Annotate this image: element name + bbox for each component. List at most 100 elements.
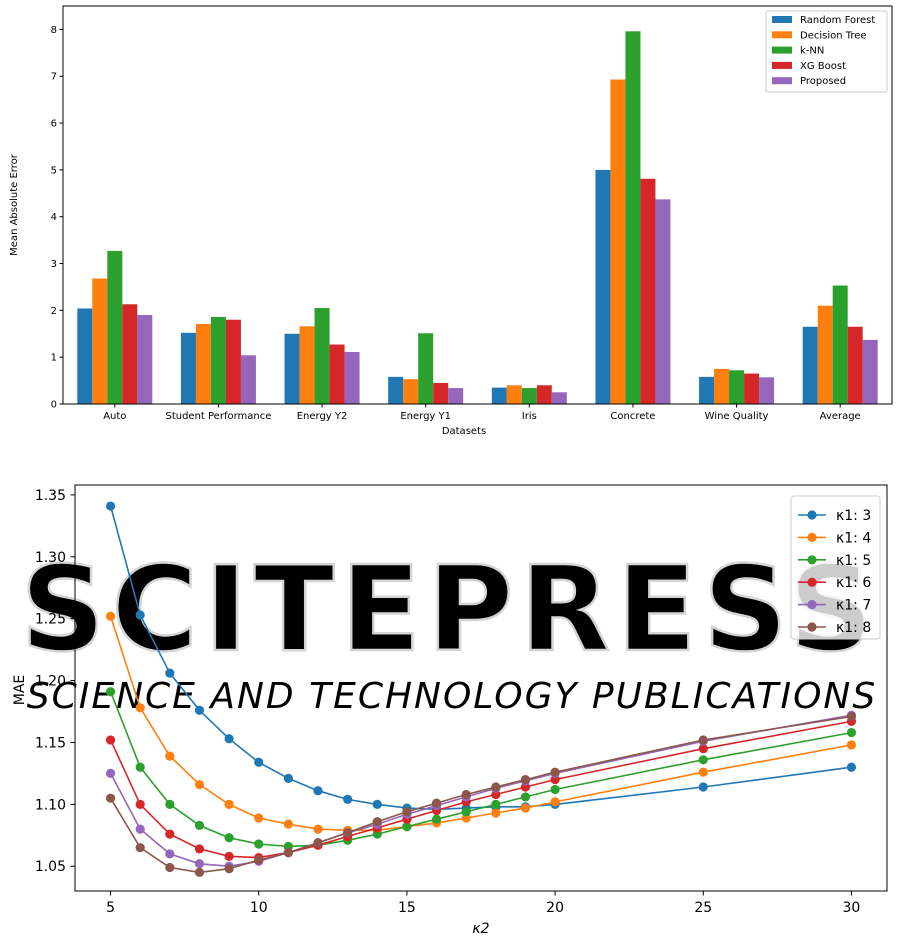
series-point-0-3 bbox=[194, 705, 205, 715]
series-point-5-13 bbox=[491, 782, 501, 792]
series-point-2-17 bbox=[846, 727, 857, 738]
series-point-0-1 bbox=[135, 610, 145, 620]
bar-xg-boost-5 bbox=[640, 178, 656, 404]
x-tick-label: 10 bbox=[250, 900, 268, 916]
legend-marker bbox=[807, 510, 817, 520]
series-point-1-15 bbox=[550, 797, 560, 807]
series-point-1-16 bbox=[698, 767, 708, 777]
watermark-subtitle: SCIENCE AND TECHNOLOGY PUBLICATIONS bbox=[27, 676, 877, 717]
x-tick-label: 20 bbox=[546, 900, 564, 916]
y-tick-label: 6 bbox=[51, 119, 57, 130]
legend-label: κ1: 3 bbox=[836, 508, 871, 524]
line-chart-x-ticks: 5 10 15 20 25 30 bbox=[106, 891, 860, 916]
legend-swatch bbox=[772, 16, 792, 23]
series-point-2-3 bbox=[194, 820, 205, 830]
bar-k-nn-6 bbox=[729, 370, 745, 404]
x-tick-label: Student Performance bbox=[165, 411, 271, 422]
line-chart-series bbox=[105, 501, 857, 878]
series-point-5-0 bbox=[105, 793, 116, 803]
series-point-1-5 bbox=[254, 813, 264, 823]
y-tick-label: 3 bbox=[51, 259, 57, 270]
bar-xg-boost-4 bbox=[536, 385, 552, 404]
series-point-2-12 bbox=[461, 807, 471, 817]
bar-proposed-0 bbox=[137, 315, 153, 404]
series-line-1 bbox=[109, 615, 852, 832]
x-tick-label: Average bbox=[820, 411, 861, 422]
bar-k-nn-3 bbox=[418, 333, 434, 404]
bar-proposed-4 bbox=[551, 392, 567, 404]
x-tick-label: Concrete bbox=[610, 411, 655, 422]
bar-random-forest-7 bbox=[802, 326, 818, 404]
y-tick-label: 1.05 bbox=[35, 859, 66, 875]
series-point-2-14 bbox=[520, 792, 531, 802]
legend-label: κ1: 5 bbox=[836, 553, 871, 569]
series-point-1-1 bbox=[135, 703, 145, 713]
bar-random-forest-1 bbox=[180, 332, 196, 404]
legend-label: κ1: 8 bbox=[836, 620, 871, 636]
bar-proposed-5 bbox=[655, 199, 671, 404]
series-point-4-0 bbox=[105, 768, 116, 779]
y-tick-label: 1.15 bbox=[35, 735, 66, 751]
legend-marker bbox=[807, 555, 817, 565]
y-tick-label: 1.10 bbox=[35, 797, 66, 813]
y-tick-label: 1.20 bbox=[35, 674, 66, 690]
series-point-1-14 bbox=[520, 803, 531, 813]
legend-label: Decision Tree bbox=[800, 30, 867, 41]
series-point-5-10 bbox=[402, 807, 412, 817]
series-point-2-5 bbox=[254, 839, 264, 849]
y-tick-label: 1.35 bbox=[35, 488, 66, 504]
bar-proposed-3 bbox=[448, 388, 464, 404]
bar-random-forest-5 bbox=[595, 169, 611, 404]
series-point-5-3 bbox=[194, 867, 205, 878]
legend-marker bbox=[807, 532, 817, 543]
line-chart-frame bbox=[74, 484, 888, 892]
bar-xg-boost-7 bbox=[847, 326, 863, 404]
line-chart-x-axis-label-text: κ2 bbox=[472, 921, 489, 937]
legend-swatch bbox=[772, 46, 792, 54]
legend-label: k-NN bbox=[800, 46, 824, 57]
bar-k-nn-2 bbox=[314, 308, 330, 404]
bar-xg-boost-3 bbox=[433, 382, 449, 404]
line-chart-x-axis-label: κ2 bbox=[472, 921, 489, 937]
series-point-1-3 bbox=[194, 779, 205, 790]
bar-chart-y-axis-label: Mean Absolute Error bbox=[9, 153, 20, 256]
bar-chart-x-ticks: Auto Student Performance Energy Y2 Energy Y… bbox=[103, 404, 861, 422]
series-point-4-2 bbox=[165, 849, 175, 859]
series-point-1-2 bbox=[165, 751, 175, 761]
series-point-0-8 bbox=[343, 794, 353, 805]
bar-random-forest-2 bbox=[284, 333, 300, 404]
bar-k-nn-5 bbox=[625, 31, 641, 405]
series-point-4-1 bbox=[135, 824, 145, 834]
x-tick-label: Wine Quality bbox=[705, 411, 769, 422]
x-tick-label: 15 bbox=[398, 900, 416, 916]
series-point-2-2 bbox=[165, 799, 175, 809]
legend-marker bbox=[807, 622, 817, 632]
series-point-5-2 bbox=[165, 862, 175, 873]
watermark-title: SCITEPRESS bbox=[20, 540, 879, 678]
bar-chart-x-axis-label: Datasets bbox=[442, 426, 486, 437]
legend-label: κ1: 7 bbox=[836, 598, 871, 614]
bar-xg-boost-0 bbox=[122, 304, 138, 404]
bar-chart-legend: Random Forest Decision Tree k-NN XG Boost Pr… bbox=[765, 10, 888, 93]
series-point-2-10 bbox=[402, 822, 412, 832]
bar-xg-boost-1 bbox=[225, 319, 241, 404]
bar-chart-bars bbox=[77, 31, 878, 405]
bar-xg-boost-6 bbox=[744, 373, 760, 404]
legend-label: XG Boost bbox=[800, 61, 846, 72]
bar-decision-tree-7 bbox=[817, 305, 833, 404]
bar-proposed-1 bbox=[240, 355, 256, 404]
watermark: SCITEPRESS SCIENCE AND TECHNOLOGY PUBLIC… bbox=[19, 539, 879, 717]
bar-proposed-2 bbox=[344, 352, 360, 404]
y-tick-label: 1.30 bbox=[35, 550, 66, 566]
line-chart-legend: κ1: 3 κ1: 4 κ1: 5 κ1: 6 κ1: 7 κ1: 8 bbox=[790, 495, 881, 640]
series-point-3-2 bbox=[165, 829, 175, 839]
bar-chart: 0 1 2 3 4 5 6 7 8 Auto Student Performance Energy … bbox=[9, 5, 893, 437]
series-line-2 bbox=[109, 691, 852, 848]
series-point-1-4 bbox=[224, 799, 234, 809]
series-point-5-15 bbox=[550, 767, 560, 777]
series-point-5-17 bbox=[846, 711, 857, 722]
series-point-3-1 bbox=[135, 799, 145, 809]
series-point-0-4 bbox=[224, 734, 234, 744]
series-point-5-9 bbox=[372, 817, 382, 827]
